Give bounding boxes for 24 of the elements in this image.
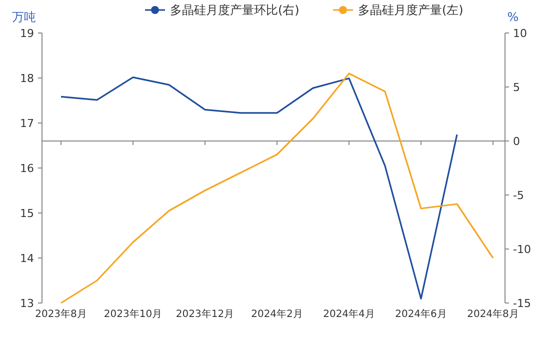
y2-axis-title: % <box>507 10 519 24</box>
legend-label: 多晶硅月度产量(左) <box>358 3 464 18</box>
y-tick-label: 19 <box>20 26 34 40</box>
y2-tick-label: 10 <box>513 26 527 40</box>
x-tick-label: 2023年12月 <box>176 308 234 320</box>
y2-tick-label: 0 <box>513 134 520 148</box>
x-tick-label: 2024年2月 <box>251 308 303 320</box>
y2-tick-label: -15 <box>513 296 531 310</box>
y2-tick-label: 5 <box>513 80 520 94</box>
x-tick-label: 2023年8月 <box>35 308 87 320</box>
x-tick-label: 2024年6月 <box>395 308 447 320</box>
y-tick-label: 13 <box>20 296 34 310</box>
y-tick-label: 16 <box>20 162 34 175</box>
x-tick-label: 2023年10月 <box>104 308 162 320</box>
y-tick-label: 14 <box>20 252 34 265</box>
y-axis-title: 万吨 <box>12 10 36 24</box>
x-tick-label: 2024年4月 <box>323 308 375 320</box>
y-tick-label: 18 <box>20 72 34 85</box>
y-tick-label: 17 <box>20 116 34 130</box>
y2-tick-label: -5 <box>513 188 524 202</box>
y-tick-label: 15 <box>20 206 34 220</box>
y2-tick-label: -10 <box>513 242 531 256</box>
legend-label: 多晶硅月度产量环比(右) <box>170 3 300 18</box>
x-tick-label: 2024年8月 <box>467 308 519 320</box>
